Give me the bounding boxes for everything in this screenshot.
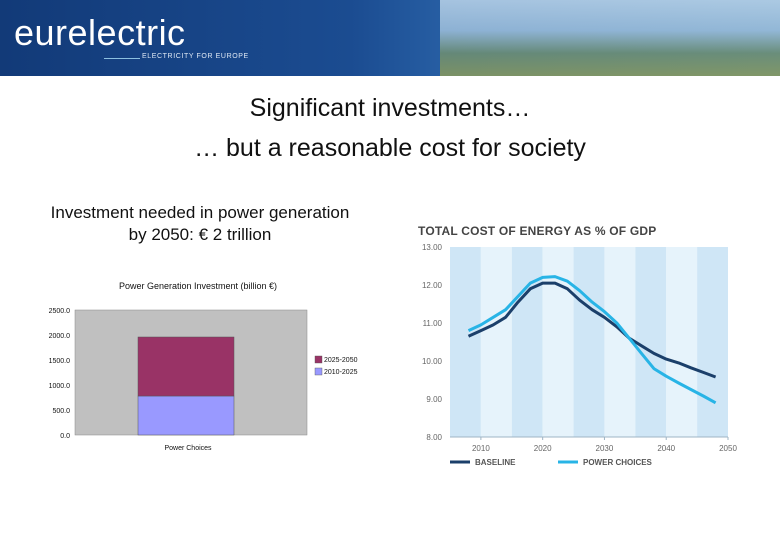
line-x-tick-label: 2020	[534, 444, 552, 453]
energy-cost-line-chart: TOTAL COST OF ENERGY AS % OF GDP 8.00 9.0…	[418, 224, 737, 467]
line-plot-band	[604, 247, 636, 437]
line-y-tick-label: 10.00	[422, 357, 443, 366]
header-photo	[440, 0, 780, 76]
bar-category-label: Power Choices	[164, 445, 212, 452]
line-y-tick-label: 13.00	[422, 243, 443, 252]
line-x-tick-label: 2040	[657, 444, 675, 453]
bar-y-tick-label: 1000.0	[49, 383, 71, 390]
line-x-tick-label: 2050	[719, 444, 737, 453]
bar-legend-swatch	[314, 355, 323, 364]
line-y-tick-label: 9.00	[426, 395, 442, 404]
line-plot-band	[542, 247, 574, 437]
bar-y-tick-label: 0.0	[60, 433, 70, 440]
bar-y-tick-label: 1500.0	[49, 358, 71, 365]
line-y-tick-label: 12.00	[422, 281, 443, 290]
logo-tagline: ELECTRICITY FOR EUROPE	[142, 53, 249, 60]
line-y-tick-label: 8.00	[426, 433, 442, 442]
tagline-rule	[104, 58, 140, 59]
bar-y-tick-label: 2000.0	[49, 333, 71, 340]
bar-legend-label: 2010-2025	[324, 369, 358, 376]
line-plot-band	[511, 247, 543, 437]
line-plot-band	[697, 247, 728, 437]
line-plot-band	[666, 247, 698, 437]
bar-legend-label: 2025-2050	[324, 357, 358, 364]
line-plot-band	[573, 247, 605, 437]
bar-chart-title: Power Generation Investment (billion €)	[119, 281, 277, 291]
line-plot-band	[450, 247, 481, 437]
bar-legend-swatch	[314, 367, 323, 376]
line-plot-band	[635, 247, 667, 437]
bar-y-tick-label: 500.0	[52, 408, 70, 415]
header-banner: eurelectric ELECTRICITY FOR EUROPE	[0, 0, 780, 76]
line-x-tick-label: 2030	[596, 444, 614, 453]
line-legend-label: BASELINE	[475, 458, 516, 467]
line-series-baseline	[467, 281, 717, 379]
line-chart-title: TOTAL COST OF ENERGY AS % OF GDP	[418, 224, 656, 238]
line-legend-label: POWER CHOICES	[583, 458, 653, 467]
line-series-power-choices	[467, 275, 717, 405]
investment-caption: Investment needed in power generation by…	[50, 203, 350, 244]
slide-title-line2: … but a reasonable cost for society	[194, 134, 586, 162]
investment-bar-chart: Power Generation Investment (billion €) …	[49, 281, 358, 452]
line-plot-band	[480, 247, 512, 437]
bar-segment-2010-2025	[137, 395, 235, 436]
slide-title-line1: Significant investments…	[249, 94, 531, 122]
bar-segment-2025-2050	[137, 336, 235, 397]
eurelectric-logo: eurelectric	[14, 12, 186, 53]
line-y-tick-label: 11.00	[423, 319, 443, 328]
line-x-tick-label: 2010	[472, 444, 490, 453]
bar-y-tick-label: 2500.0	[49, 308, 71, 315]
